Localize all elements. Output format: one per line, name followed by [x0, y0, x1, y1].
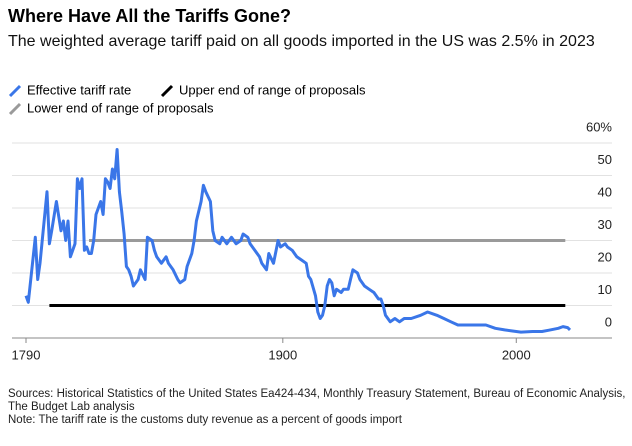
- y-tick-label: 40: [598, 184, 612, 199]
- x-tick-label: 1900: [268, 347, 297, 362]
- legend-label: Effective tariff rate: [27, 82, 131, 97]
- y-tick-label: 30: [598, 217, 612, 232]
- legend-label: Upper end of range of proposals: [179, 82, 366, 97]
- y-tick-label: 10: [598, 282, 612, 297]
- chart-title: Where Have All the Tariffs Gone?: [8, 6, 291, 26]
- legend-label: Lower end of range of proposals: [27, 100, 214, 115]
- x-tick-label: 2000: [502, 347, 531, 362]
- y-tick-label: 60%: [586, 119, 612, 134]
- sources: Sources: Historical Statistics of the Un…: [8, 388, 626, 413]
- chart-subtitle: The weighted average tariff paid on all …: [8, 33, 595, 50]
- sources-text: Sources: Historical Statistics of the Un…: [8, 388, 628, 427]
- legend-swatch: [8, 102, 22, 116]
- y-tick-label: 20: [598, 249, 612, 264]
- sources-box: Sources: Historical Statistics of the Un…: [8, 388, 628, 427]
- y-tick-label: 0: [605, 314, 612, 329]
- legend-swatch: [160, 84, 174, 98]
- x-tick-label: 1790: [12, 347, 41, 362]
- subtitle-box: The weighted average tariff paid on all …: [8, 33, 595, 50]
- legend-swatch: [8, 84, 22, 98]
- y-tick-label: 50: [598, 152, 612, 167]
- note: Note: The tariff rate is the customs dut…: [8, 414, 402, 426]
- series-line: [24, 148, 572, 334]
